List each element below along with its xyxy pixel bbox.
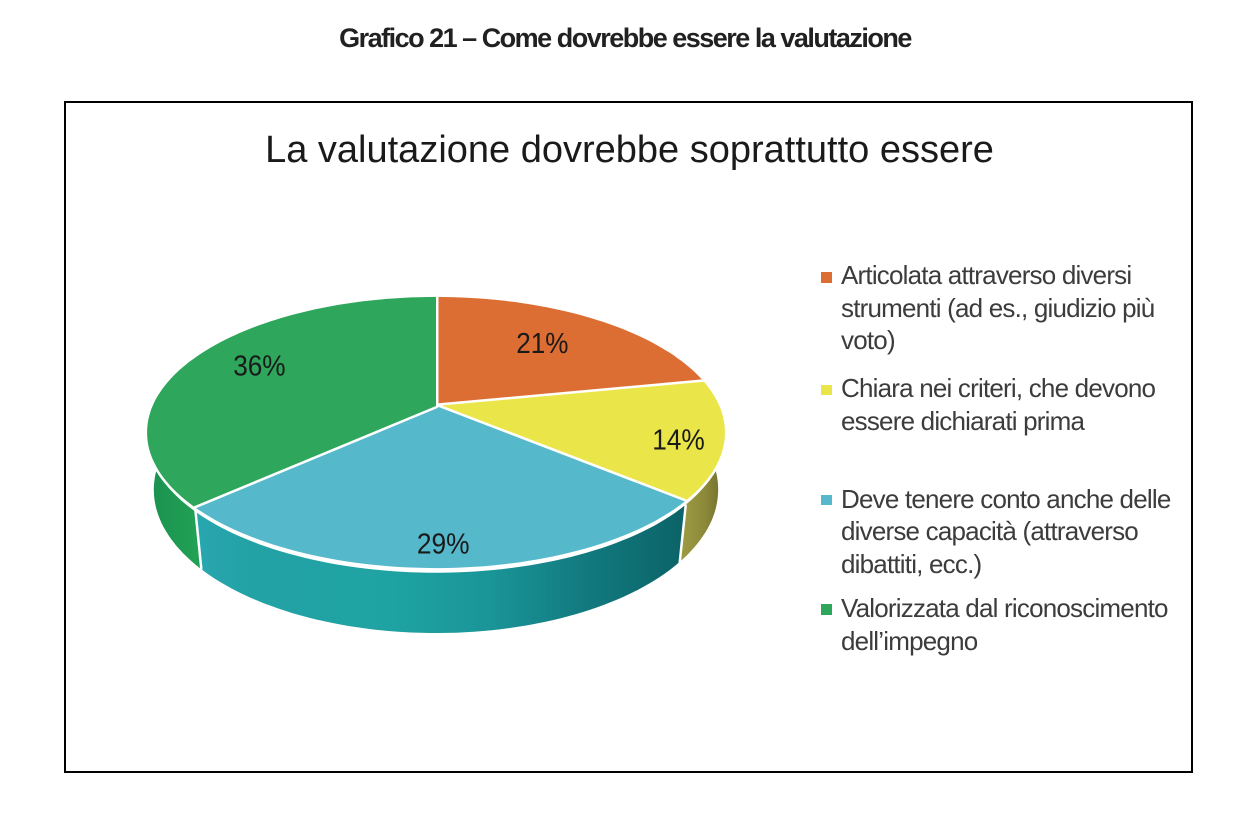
svg-text:36%: 36%: [233, 351, 285, 383]
svg-text:14%: 14%: [652, 425, 705, 457]
svg-text:29%: 29%: [417, 528, 470, 560]
svg-text:21%: 21%: [516, 328, 568, 360]
